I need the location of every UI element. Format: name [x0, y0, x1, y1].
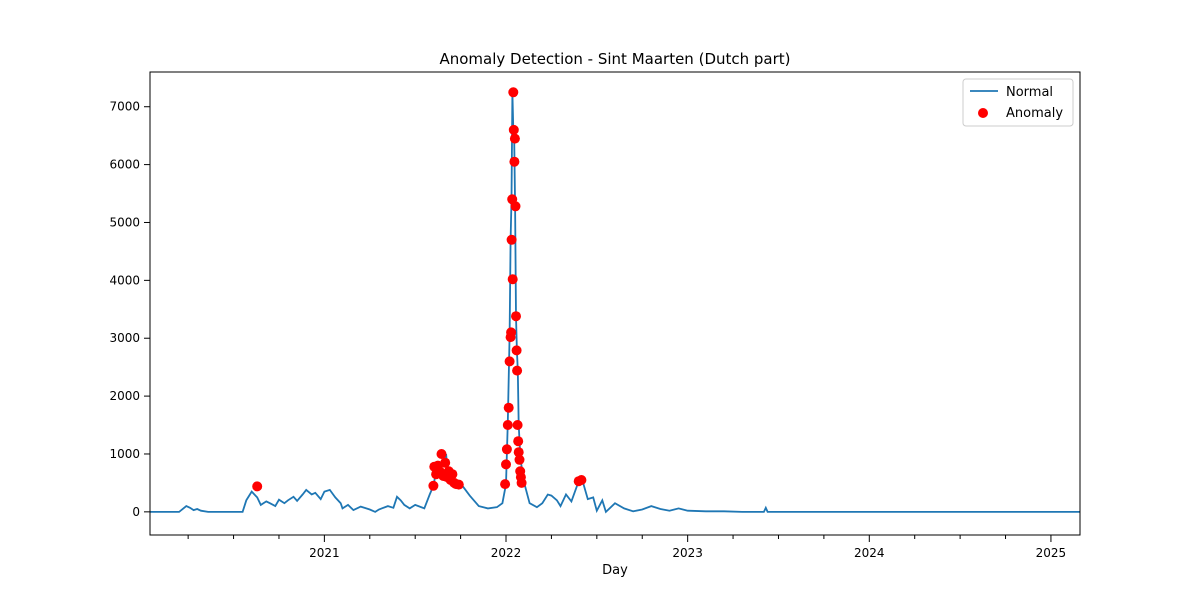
x-tick-label: 2021: [309, 546, 340, 560]
anomaly-point: [500, 479, 511, 490]
y-axis: 0 1000 2000 3000 4000 5000 6000 7000: [109, 100, 150, 519]
x-tick-label: 2025: [1036, 546, 1067, 560]
anomaly-point: [516, 477, 527, 488]
y-tick-label: 6000: [109, 158, 140, 172]
anomaly-point: [447, 469, 458, 480]
anomaly-point: [506, 234, 517, 245]
anomaly-point: [511, 311, 521, 322]
anomaly-point: [440, 457, 451, 468]
anomaly-point: [506, 327, 517, 338]
legend-anomaly-swatch: [978, 108, 988, 118]
anomaly-point: [428, 480, 439, 491]
anomaly-point: [507, 274, 518, 285]
anomaly-point: [504, 356, 515, 367]
y-tick-label: 7000: [109, 100, 140, 114]
anomaly-point: [436, 449, 447, 459]
x-tick-label: 2024: [854, 546, 885, 560]
anomaly-point: [510, 201, 521, 212]
anomaly-point: [513, 447, 524, 458]
y-tick-label: 5000: [109, 215, 140, 229]
x-axis-label: Day: [602, 563, 628, 578]
anomaly-point: [252, 481, 263, 492]
anomaly-point: [508, 124, 519, 135]
anomaly-point: [453, 479, 464, 490]
x-axis: 2021 2022 2023 2024 2025: [187, 535, 1067, 560]
anomaly-point: [501, 459, 511, 470]
anomaly-point: [502, 420, 513, 430]
anomaly-point: [512, 420, 523, 430]
anomaly-point: [514, 454, 525, 465]
anomaly-point: [508, 87, 519, 98]
y-tick-label: 2000: [109, 389, 140, 403]
y-tick-label: 1000: [109, 447, 140, 461]
anomaly-point: [501, 444, 512, 455]
y-tick-label: 3000: [109, 331, 140, 345]
anomaly-point: [511, 345, 522, 356]
chart-title: Anomaly Detection - Sint Maarten (Dutch …: [439, 50, 790, 68]
x-tick-label: 2023: [672, 546, 703, 560]
plot-frame: [149, 71, 1081, 536]
anomaly-point: [509, 133, 520, 144]
x-tick-label: 2022: [491, 546, 522, 560]
y-tick-label: 0: [132, 505, 140, 519]
legend-normal-label: Normal: [1006, 85, 1053, 100]
legend: Normal Anomaly: [962, 78, 1074, 127]
y-tick-label: 4000: [109, 273, 140, 287]
anomaly-point: [509, 156, 520, 167]
anomaly-points: [252, 87, 587, 492]
anomaly-point: [512, 365, 523, 376]
anomaly-point: [503, 402, 514, 413]
anomaly-point: [576, 475, 587, 485]
anomaly-point: [513, 436, 524, 447]
legend-anomaly-label: Anomaly: [1006, 106, 1063, 121]
